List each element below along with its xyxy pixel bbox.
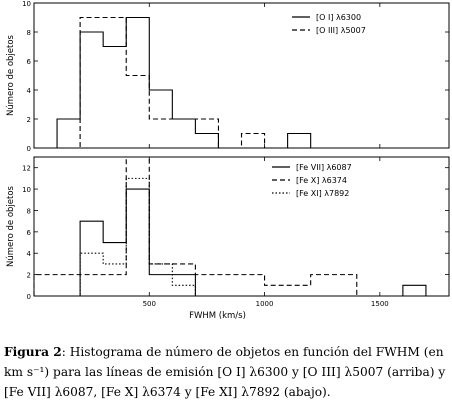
- bottom-y-tick-label: 4: [27, 250, 32, 258]
- bottom-y-tick-label: 6: [27, 229, 32, 237]
- bottom-x-tick-label: 500: [143, 300, 156, 308]
- caption-label: Figura 2: [4, 345, 62, 359]
- top-y-tick-label: 6: [27, 58, 32, 66]
- bottom-legend-label-2: [Fe XI] λ7892: [296, 189, 349, 198]
- bottom-x-tick-label: 1000: [256, 300, 274, 308]
- top-series-1-histogram: [57, 16, 288, 149]
- top-plot-frame: [33, 2, 450, 149]
- bottom-y-tick-label: 12: [22, 165, 31, 173]
- caption-text: : Histograma de número de objetos en fun…: [4, 345, 446, 399]
- bottom-legend-label-1: [Fe X] λ6374: [296, 176, 347, 185]
- top-legend-label-1: [O III] λ5007: [316, 26, 366, 35]
- top-series-0-histogram: [56, 16, 334, 149]
- bottom-x-axis-label: FWHM (km/s): [189, 311, 246, 321]
- top-y-axis-label: Número de objetos: [6, 34, 16, 116]
- bottom-series-0-histogram: [57, 188, 449, 297]
- top-y-tick-label: 0: [27, 145, 31, 153]
- bottom-legend-label-0: [Fe VII] λ6087: [296, 163, 352, 172]
- bottom-y-tick-label: 2: [27, 272, 31, 280]
- bottom-y-tick-label: 0: [27, 293, 31, 301]
- bottom-y-axis-label: Número de objetos: [6, 185, 16, 267]
- top-legend-label-0: [O I] λ6300: [316, 13, 361, 22]
- top-y-tick-label: 2: [27, 116, 31, 124]
- figure-caption: Figura 2: Histograma de número de objeto…: [4, 342, 448, 402]
- bottom-y-tick-label: 10: [22, 186, 31, 194]
- top-y-tick-label: 4: [27, 87, 32, 95]
- bottom-y-tick-label: 8: [27, 207, 31, 215]
- bottom-x-tick-label: 1500: [371, 300, 389, 308]
- bottom-series-1-histogram: [33, 156, 380, 297]
- top-y-tick-label: 8: [27, 29, 31, 37]
- bottom-series-2-histogram: [57, 177, 219, 297]
- top-y-tick-label: 10: [22, 0, 31, 8]
